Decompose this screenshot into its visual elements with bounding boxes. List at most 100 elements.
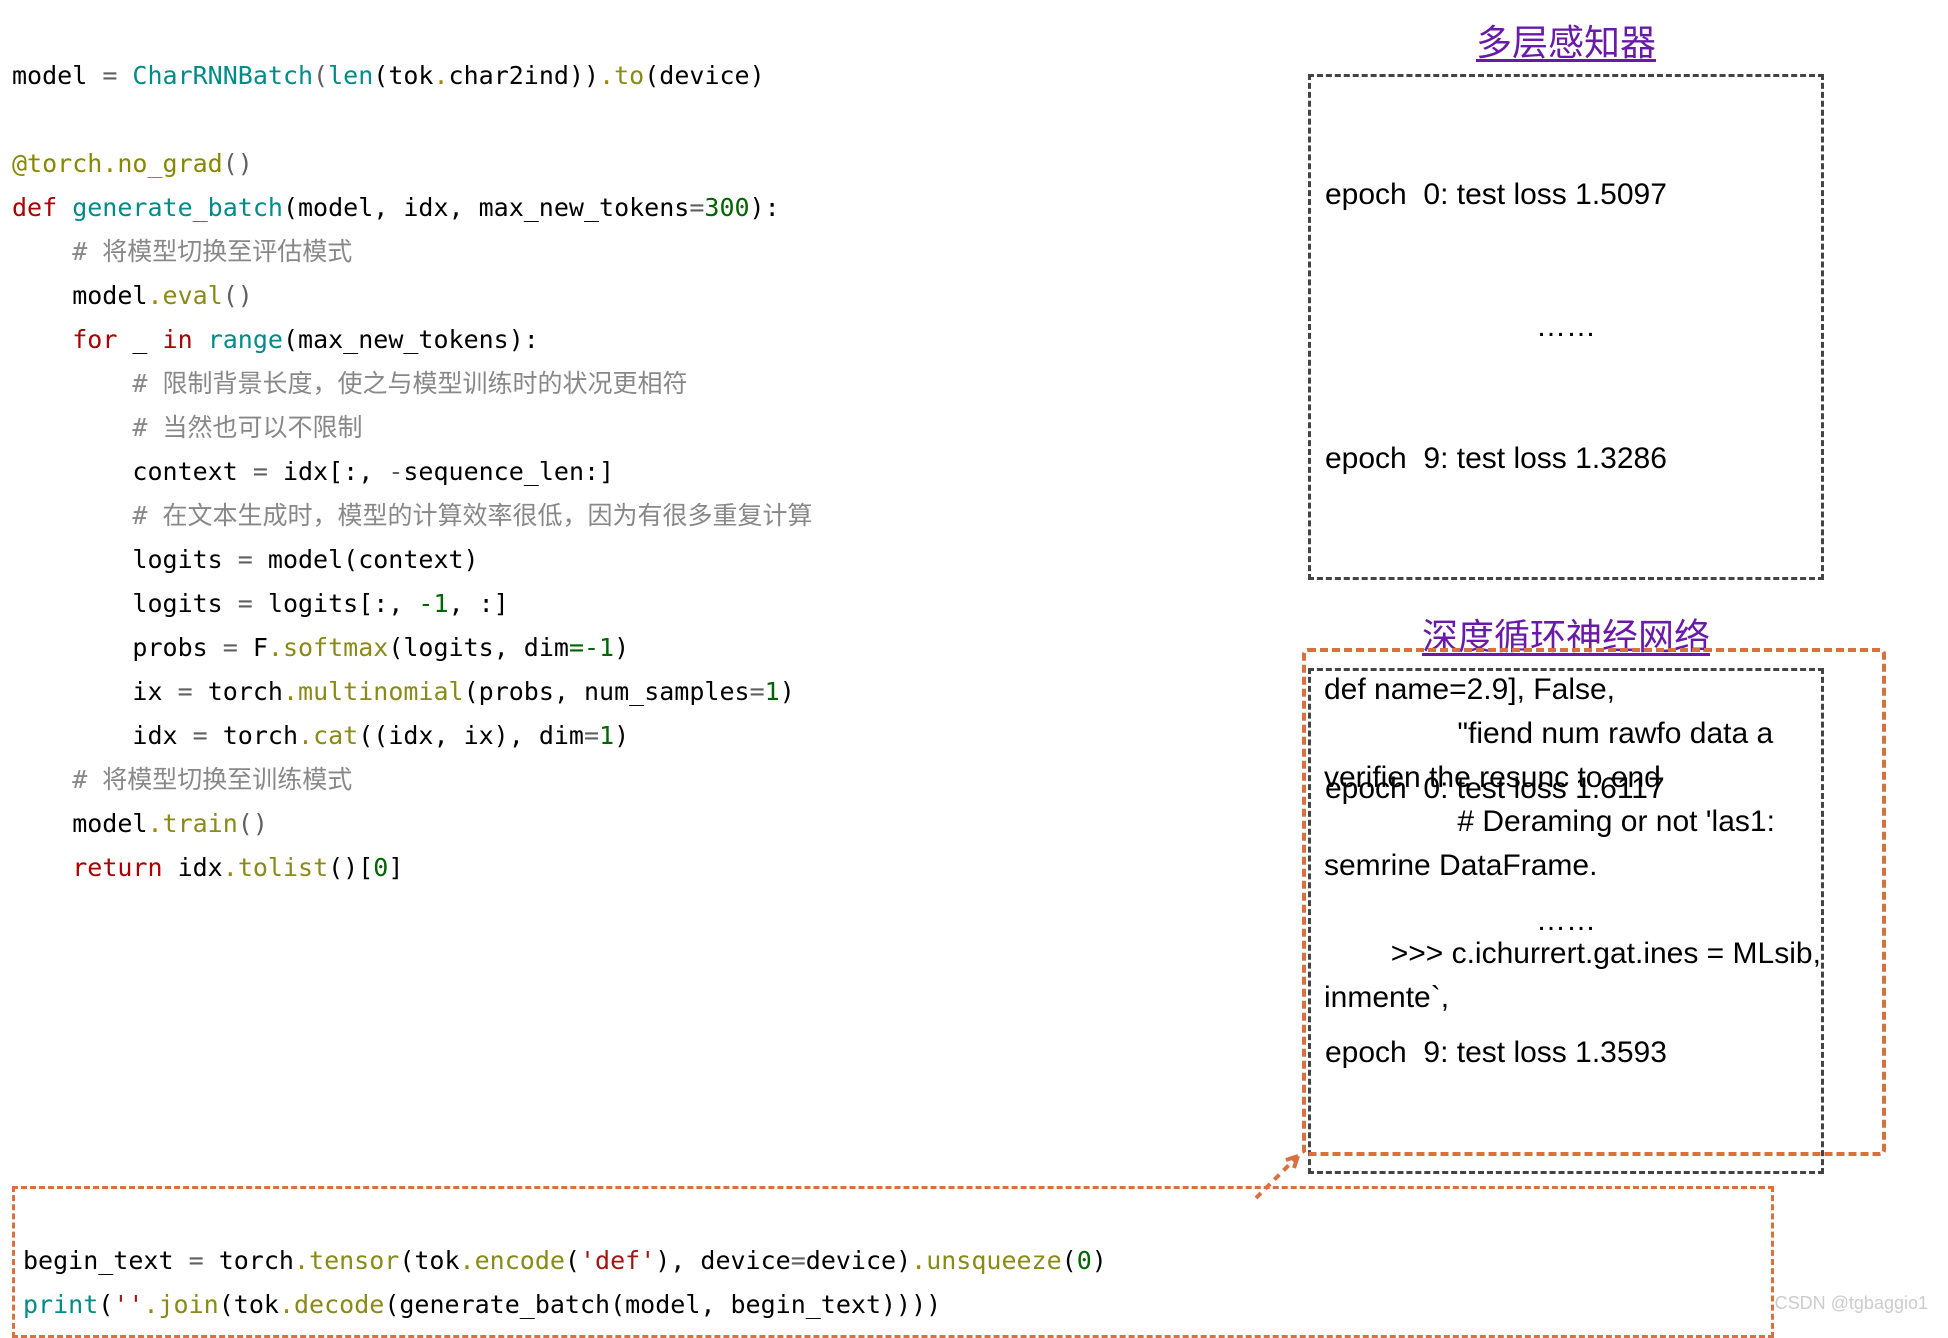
t: model(context): [253, 545, 479, 574]
t: eval: [163, 281, 223, 310]
line-6: model.eval(): [12, 281, 253, 310]
t: print: [23, 1290, 98, 1319]
t: join: [159, 1290, 219, 1319]
t: (tok: [219, 1290, 279, 1319]
t: .: [223, 853, 238, 882]
t: _: [117, 325, 162, 354]
t: len: [328, 61, 373, 90]
generated-output-box: def name=2.9], False, "fiend num rawfo d…: [1302, 648, 1886, 1156]
t: 300: [704, 193, 749, 222]
t: idx[:,: [268, 457, 388, 486]
t: [12, 325, 72, 354]
t: ): [1092, 1246, 1107, 1275]
t: =: [223, 633, 238, 662]
t: =-1: [569, 633, 614, 662]
t: tolist: [238, 853, 328, 882]
t: cat: [313, 721, 358, 750]
t: device): [806, 1246, 911, 1275]
t: ((idx, ix), dim: [358, 721, 584, 750]
line-13: logits = logits[:, -1, :]: [12, 589, 509, 618]
t: [12, 853, 72, 882]
t: begin_text: [23, 1246, 189, 1275]
t: (: [1062, 1246, 1077, 1275]
line-b2: print(''.join(tok.decode(generate_batch(…: [23, 1290, 941, 1319]
t: generate_batch: [57, 193, 283, 222]
line-11: # 在文本生成时，模型的计算效率很低，因为有很多重复计算: [12, 501, 813, 530]
t: no_grad: [117, 149, 222, 178]
t: (: [313, 61, 328, 90]
t: .: [279, 1290, 294, 1319]
t: =: [584, 721, 599, 750]
t: [193, 325, 208, 354]
t: =: [253, 457, 268, 486]
t: (probs, num_samples: [464, 677, 750, 706]
t: idx: [163, 853, 223, 882]
line-16: idx = torch.cat((idx, ix), dim=1): [12, 721, 629, 750]
line-17: # 将模型切换至训练模式: [12, 765, 352, 794]
line-3: @torch.no_grad(): [12, 149, 253, 178]
t: ): [614, 633, 629, 662]
heading-mlp: 多层感知器: [1308, 14, 1824, 66]
line-7: for _ in range(max_new_tokens):: [12, 325, 539, 354]
t: for: [72, 325, 117, 354]
line-8: # 限制背景长度，使之与模型训练时的状况更相符: [12, 369, 688, 398]
t: (tok: [373, 61, 433, 90]
t: (): [223, 281, 253, 310]
t: in: [163, 325, 193, 354]
t: decode: [294, 1290, 384, 1319]
t: F: [238, 633, 268, 662]
t: -: [388, 457, 403, 486]
line-19: return idx.tolist()[0]: [12, 853, 403, 882]
line-1: model = CharRNNBatch(len(tok.char2ind)).…: [12, 61, 765, 90]
t: .: [102, 149, 117, 178]
t: .: [599, 61, 614, 90]
t: logits: [12, 589, 238, 618]
t: (model, idx, max_new_tokens: [283, 193, 689, 222]
t: .: [143, 1290, 158, 1319]
t: (): [223, 149, 253, 178]
t: (max_new_tokens):: [283, 325, 539, 354]
t: torch: [193, 677, 283, 706]
t: ]: [388, 853, 403, 882]
row: ……: [1325, 305, 1807, 349]
t: =: [791, 1246, 806, 1275]
t: 0: [373, 853, 388, 882]
t: (): [238, 809, 268, 838]
t: ):: [750, 193, 780, 222]
t: =: [193, 721, 208, 750]
t: multinomial: [298, 677, 464, 706]
t: return: [72, 853, 162, 882]
t: 1: [765, 677, 780, 706]
t: (: [565, 1246, 580, 1275]
t: char2ind)): [449, 61, 600, 90]
t: .: [294, 1246, 309, 1275]
t: train: [163, 809, 238, 838]
code-main: model = CharRNNBatch(len(tok.char2ind)).…: [12, 10, 813, 890]
t: .: [268, 633, 283, 662]
line-10: context = idx[:, -sequence_len:]: [12, 457, 614, 486]
t: -1: [418, 589, 448, 618]
t: probs: [12, 633, 223, 662]
t: @torch: [12, 149, 102, 178]
line-12: logits = model(context): [12, 545, 479, 574]
t: to: [614, 61, 644, 90]
code-bottom: begin_text = torch.tensor(tok.encode('de…: [12, 1186, 1774, 1338]
line-b1: begin_text = torch.tensor(tok.encode('de…: [23, 1246, 1107, 1275]
t: 1: [599, 721, 614, 750]
t: torch: [204, 1246, 294, 1275]
t: (logits, dim: [388, 633, 569, 662]
t: .: [283, 677, 298, 706]
t: torch: [208, 721, 298, 750]
watermark: CSDN @tgbaggio1: [1775, 1293, 1928, 1314]
t: def: [12, 193, 57, 222]
t: =: [238, 545, 253, 574]
t: range: [208, 325, 283, 354]
t: .: [298, 721, 313, 750]
row: epoch 9: test loss 1.3286: [1325, 437, 1807, 481]
t: softmax: [283, 633, 388, 662]
t: =: [189, 1246, 204, 1275]
row: epoch 0: test loss 1.5097: [1325, 173, 1807, 217]
t: '': [113, 1290, 143, 1319]
t: encode: [475, 1246, 565, 1275]
t: .: [460, 1246, 475, 1275]
